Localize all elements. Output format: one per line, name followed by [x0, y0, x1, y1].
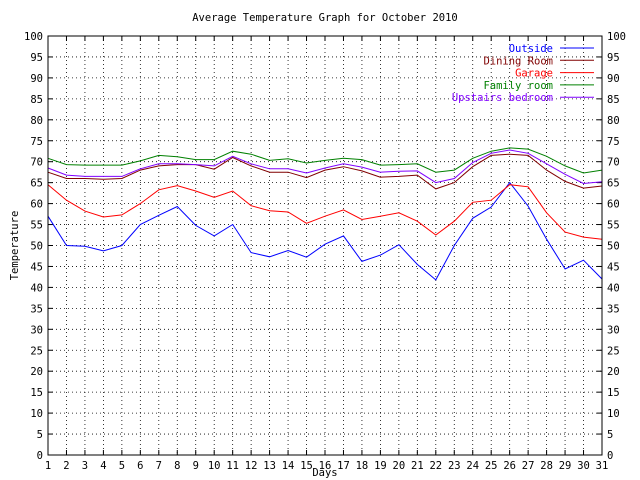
y-tick-label-left: 5	[37, 429, 43, 441]
y-tick-label-right: 65	[607, 178, 620, 190]
y-tick-label-right: 95	[607, 52, 620, 64]
legend-label-upstairs-bedroom: Upstairs bedroom	[452, 92, 553, 104]
x-tick-label: 25	[485, 460, 498, 472]
y-tick-label-left: 95	[30, 52, 43, 64]
plot-frame	[47, 35, 603, 456]
y-tick-label-left: 35	[30, 303, 43, 315]
y-tick-label-right: 45	[607, 261, 620, 273]
y-tick-label-right: 80	[607, 115, 620, 127]
y-tick-label-left: 90	[30, 73, 43, 85]
x-axis-label: Days	[312, 467, 337, 479]
x-tick-label: 28	[540, 460, 553, 472]
y-tick-label-left: 15	[30, 387, 43, 399]
x-tick-label: 30	[577, 460, 590, 472]
y-axis-label: Temperature	[9, 211, 21, 281]
y-tick-label-left: 80	[30, 115, 43, 127]
y-tick-label-left: 40	[30, 282, 43, 294]
x-tick-label: 23	[448, 460, 461, 472]
x-tick-label: 2	[63, 460, 69, 472]
y-tick-label-left: 65	[30, 178, 43, 190]
x-tick-label: 10	[208, 460, 221, 472]
y-tick-label-right: 55	[607, 220, 620, 232]
series-line-outside	[47, 181, 603, 281]
x-tick-label: 4	[100, 460, 106, 472]
x-tick-label: 3	[82, 460, 88, 472]
x-tick-label: 1	[45, 460, 51, 472]
x-tick-label: 27	[522, 460, 535, 472]
y-tick-label-right: 15	[607, 387, 620, 399]
y-tick-label-left: 55	[30, 220, 43, 232]
y-tick-label-right: 30	[607, 324, 620, 336]
x-tick-label: 7	[156, 460, 162, 472]
y-tick-label-right: 60	[607, 199, 620, 211]
chart-title: Average Temperature Graph for October 20…	[192, 12, 458, 24]
x-tick-label: 5	[119, 460, 125, 472]
y-tick-label-right: 35	[607, 303, 620, 315]
x-tick-label: 9	[193, 460, 199, 472]
y-tick-label-left: 85	[30, 94, 43, 106]
legend-label-dining-room: Dining Room	[483, 55, 553, 67]
y-tick-label-left: 100	[24, 31, 43, 43]
y-tick-label-right: 20	[607, 366, 620, 378]
y-tick-label-left: 30	[30, 324, 43, 336]
y-tick-label-right: 100	[607, 31, 626, 43]
y-tick-label-right: 0	[607, 450, 613, 462]
x-tick-label: 18	[356, 460, 369, 472]
x-tick-label: 21	[411, 460, 424, 472]
x-tick-label: 15	[300, 460, 313, 472]
y-tick-label-left: 45	[30, 261, 43, 273]
x-tick-label: 16	[319, 460, 332, 472]
y-tick-label-left: 10	[30, 408, 43, 420]
legend-label-garage: Garage	[515, 68, 553, 80]
y-tick-label-left: 25	[30, 345, 43, 357]
series-line-dining-room	[47, 153, 603, 190]
y-tick-label-right: 90	[607, 73, 620, 85]
series-line-garage	[47, 184, 603, 240]
x-tick-label: 26	[503, 460, 516, 472]
x-tick-label: 24	[466, 460, 479, 472]
x-tick-label: 12	[245, 460, 258, 472]
x-tick-label: 6	[137, 460, 143, 472]
x-tick-label: 14	[282, 460, 295, 472]
x-tick-label: 8	[174, 460, 180, 472]
x-tick-label: 17	[337, 460, 350, 472]
plot-series	[47, 147, 603, 281]
y-tick-label-right: 85	[607, 94, 620, 106]
y-tick-label-right: 75	[607, 136, 620, 148]
y-tick-label-left: 60	[30, 199, 43, 211]
y-tick-label-left: 0	[37, 450, 43, 462]
x-tick-label: 19	[374, 460, 387, 472]
y-tick-label-left: 20	[30, 366, 43, 378]
x-tick-label: 13	[263, 460, 276, 472]
x-tick-label: 20	[393, 460, 406, 472]
y-tick-label-right: 10	[607, 408, 620, 420]
y-tick-label-left: 50	[30, 241, 43, 253]
y-tick-label-right: 70	[607, 157, 620, 169]
y-tick-label-right: 25	[607, 345, 620, 357]
y-tick-label-right: 5	[607, 429, 613, 441]
series-line-family-room	[47, 147, 603, 174]
x-tick-label: 11	[226, 460, 239, 472]
grid-lines	[48, 36, 602, 455]
y-tick-label-right: 40	[607, 282, 620, 294]
y-tick-label-left: 75	[30, 136, 43, 148]
x-tick-label: 29	[559, 460, 572, 472]
legend-label-outside: Outside	[509, 43, 553, 55]
x-tick-label: 22	[429, 460, 442, 472]
y-tick-label-right: 50	[607, 241, 620, 253]
legend-label-family-room: Family room	[483, 80, 553, 92]
x-tick-label: 31	[596, 460, 609, 472]
y-tick-label-left: 70	[30, 157, 43, 169]
series-line-upstairs-bedroom	[47, 149, 603, 185]
